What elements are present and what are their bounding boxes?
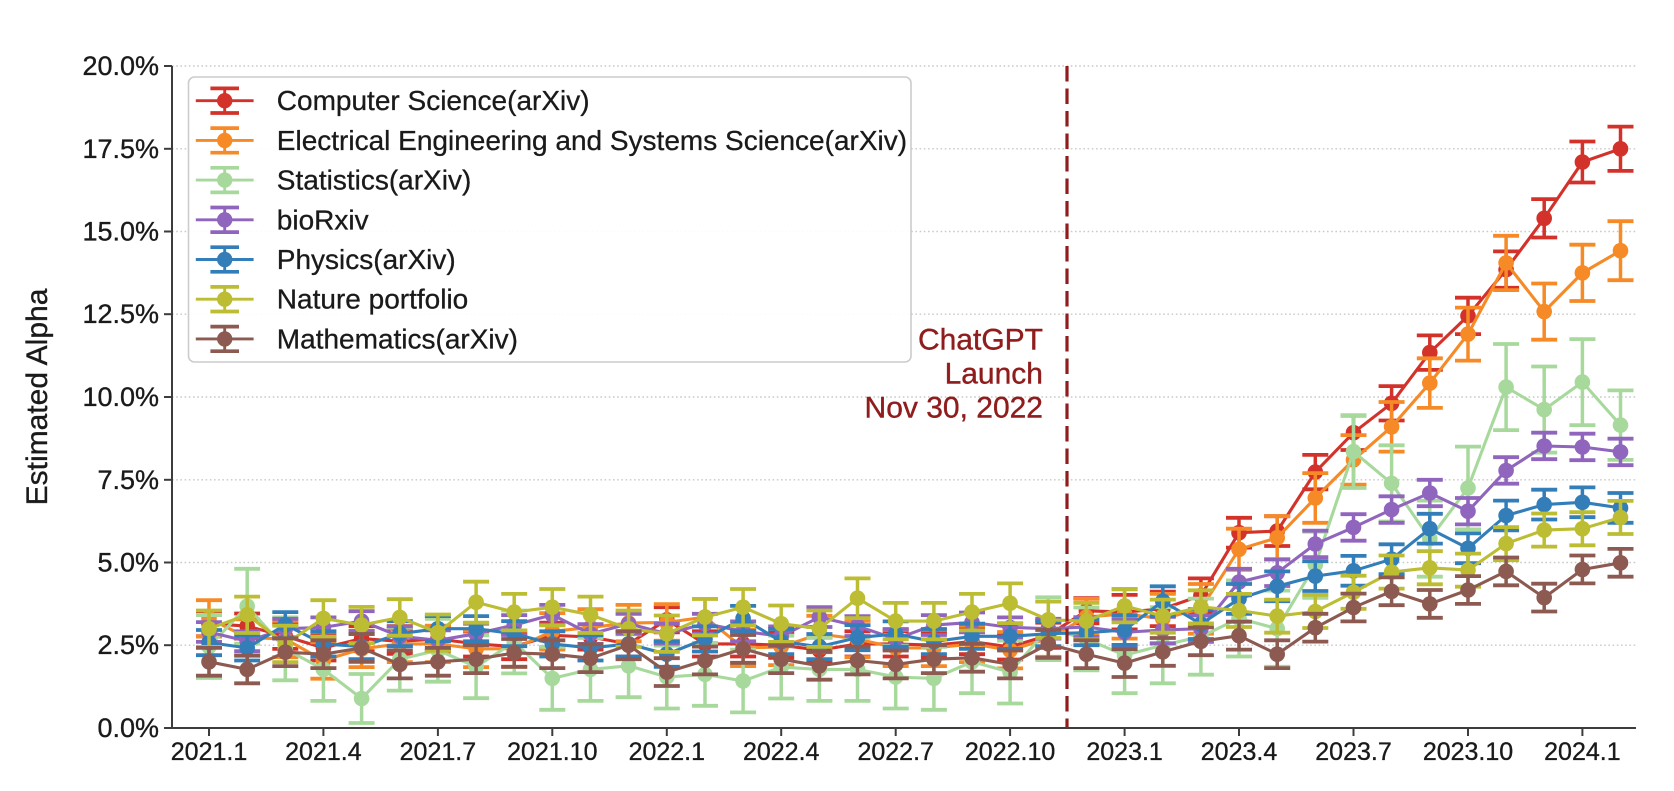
svg-text:10.0%: 10.0%: [82, 382, 159, 412]
svg-text:2021.10: 2021.10: [507, 738, 597, 766]
svg-text:0.0%: 0.0%: [97, 713, 159, 743]
svg-text:2021.4: 2021.4: [285, 738, 362, 766]
svg-text:17.5%: 17.5%: [82, 134, 159, 164]
svg-text:2021.1: 2021.1: [171, 738, 247, 766]
svg-text:Nature portfolio: Nature portfolio: [277, 284, 468, 315]
svg-text:Mathematics(arXiv): Mathematics(arXiv): [277, 323, 518, 354]
svg-text:Launch: Launch: [945, 358, 1043, 391]
svg-text:2022.4: 2022.4: [743, 738, 820, 766]
svg-text:15.0%: 15.0%: [82, 217, 159, 247]
svg-text:Nov 30, 2022: Nov 30, 2022: [865, 392, 1043, 425]
svg-text:2021.7: 2021.7: [400, 738, 476, 766]
svg-text:2022.1: 2022.1: [629, 738, 705, 766]
svg-text:2023.7: 2023.7: [1315, 738, 1391, 766]
svg-text:12.5%: 12.5%: [82, 299, 159, 329]
svg-text:2023.10: 2023.10: [1423, 738, 1513, 766]
svg-text:Electrical Engineering and Sys: Electrical Engineering and Systems Scien…: [277, 125, 907, 156]
svg-text:2024.1: 2024.1: [1544, 738, 1620, 766]
svg-text:Computer Science(arXiv): Computer Science(arXiv): [277, 85, 590, 116]
svg-text:2023.1: 2023.1: [1086, 738, 1162, 766]
svg-text:Estimated Alpha: Estimated Alpha: [21, 288, 54, 505]
svg-text:ChatGPT: ChatGPT: [918, 324, 1043, 357]
svg-text:Physics(arXiv): Physics(arXiv): [277, 244, 456, 275]
svg-text:2022.7: 2022.7: [857, 738, 933, 766]
svg-text:bioRxiv: bioRxiv: [277, 204, 369, 235]
svg-text:2022.10: 2022.10: [965, 738, 1055, 766]
svg-text:7.5%: 7.5%: [97, 465, 159, 495]
svg-text:2.5%: 2.5%: [97, 630, 159, 660]
svg-text:Statistics(arXiv): Statistics(arXiv): [277, 165, 471, 196]
svg-text:5.0%: 5.0%: [97, 548, 159, 578]
svg-text:2023.4: 2023.4: [1201, 738, 1278, 766]
svg-text:20.0%: 20.0%: [82, 51, 159, 81]
